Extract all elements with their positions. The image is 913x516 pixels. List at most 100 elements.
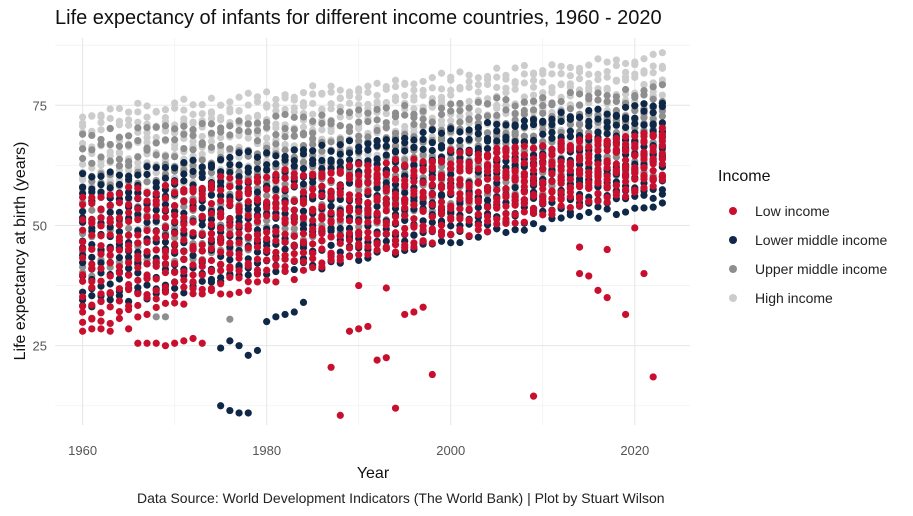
data-point	[382, 207, 390, 215]
data-point	[520, 122, 528, 131]
data-point	[180, 289, 188, 297]
series-low-income	[79, 124, 666, 419]
data-point	[97, 172, 105, 180]
data-point	[336, 135, 344, 143]
data-point	[511, 167, 519, 175]
data-point	[548, 128, 556, 136]
data-point	[345, 217, 354, 225]
data-point	[364, 228, 372, 236]
data-point	[263, 247, 271, 255]
data-point	[134, 137, 142, 145]
data-point	[134, 301, 142, 310]
data-point	[327, 176, 335, 185]
data-point	[355, 132, 363, 140]
data-point	[235, 222, 243, 230]
data-point	[244, 127, 252, 136]
data-point	[511, 156, 519, 164]
data-point	[640, 132, 648, 140]
data-point	[539, 192, 547, 200]
data-point	[97, 317, 105, 325]
data-point	[548, 145, 556, 153]
data-point	[419, 222, 427, 230]
data-point	[566, 175, 574, 184]
data-point	[226, 183, 234, 191]
data-point-outlier	[125, 325, 133, 333]
data-point	[410, 215, 418, 223]
data-point	[97, 214, 105, 222]
y-axis-ticks: 25 50 75	[33, 98, 47, 353]
data-point	[336, 122, 344, 130]
data-point	[161, 106, 170, 114]
data-point	[548, 207, 556, 215]
data-point	[318, 90, 326, 98]
data-point	[373, 194, 381, 202]
data-point	[189, 251, 197, 260]
data-point	[253, 174, 262, 182]
data-point	[557, 62, 565, 70]
data-point	[474, 98, 482, 106]
data-point	[493, 137, 501, 145]
data-point	[649, 182, 657, 190]
data-point	[198, 271, 206, 279]
data-point	[410, 120, 418, 128]
data-point	[456, 238, 464, 247]
data-point-outlier	[253, 346, 262, 355]
data-point	[428, 157, 436, 166]
data-point	[603, 97, 611, 106]
data-point	[217, 225, 225, 233]
data-point	[345, 149, 354, 157]
data-point	[88, 283, 96, 292]
data-point	[143, 227, 151, 235]
data-point	[217, 133, 225, 142]
data-point	[125, 285, 133, 294]
data-point	[658, 49, 666, 57]
data-point	[391, 155, 400, 164]
data-point	[566, 105, 574, 113]
data-point	[631, 102, 639, 110]
data-point	[419, 178, 427, 186]
data-point	[557, 137, 565, 146]
data-point	[345, 162, 354, 170]
data-point	[419, 121, 427, 129]
data-point	[272, 237, 280, 245]
data-point	[235, 238, 243, 247]
data-point	[272, 112, 280, 120]
data-point	[447, 125, 455, 133]
data-point	[557, 158, 565, 166]
data-point	[106, 296, 114, 304]
data-point	[134, 171, 142, 179]
data-point-outlier	[235, 342, 243, 350]
data-point	[502, 101, 510, 109]
data-point	[143, 178, 151, 186]
data-point	[226, 174, 234, 182]
data-point	[594, 197, 602, 205]
data-point	[631, 107, 639, 115]
data-point	[364, 234, 372, 242]
data-point	[548, 84, 556, 92]
data-point	[456, 99, 464, 108]
data-point	[419, 165, 427, 173]
data-point	[410, 93, 418, 101]
legend-item-lower-middle-income: Lower middle income	[718, 225, 887, 254]
data-point	[557, 81, 565, 89]
data-point	[226, 239, 234, 247]
data-point	[171, 247, 179, 255]
data-point	[152, 275, 160, 283]
data-point	[483, 129, 492, 137]
data-point	[226, 153, 234, 162]
data-point	[198, 184, 206, 193]
data-point	[272, 200, 280, 208]
data-point	[493, 174, 501, 183]
data-point	[493, 120, 501, 129]
data-point	[382, 159, 390, 167]
data-point	[621, 85, 630, 94]
data-point	[502, 71, 510, 79]
data-point	[106, 105, 114, 113]
data-point-outlier	[649, 373, 657, 381]
data-point	[511, 64, 519, 72]
data-point	[161, 283, 170, 291]
data-point	[447, 239, 455, 247]
data-point	[465, 135, 473, 144]
data-point	[189, 137, 197, 146]
legend-swatch-high-income	[729, 293, 737, 302]
